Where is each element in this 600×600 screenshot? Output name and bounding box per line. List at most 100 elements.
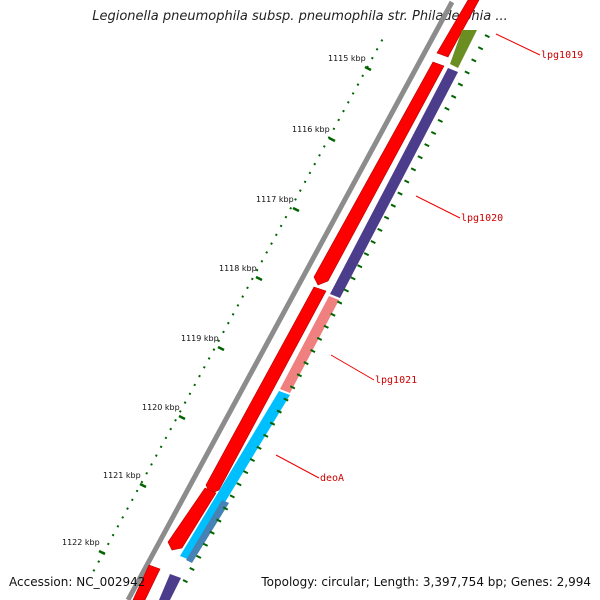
scale-tick: [178, 410, 182, 413]
scale-tick: [346, 100, 350, 104]
cds-forward-2[interactable]: [313, 61, 445, 286]
gene-label-leader: [415, 195, 461, 219]
scale-tick: [269, 421, 276, 426]
major-tick: [98, 549, 106, 556]
cds-forward-5[interactable]: [132, 564, 161, 600]
scale-tick: [361, 74, 365, 78]
scale-tick: [289, 206, 293, 210]
cds-olive[interactable]: [450, 30, 477, 68]
scale-tick: [195, 554, 202, 559]
scale-tick: [342, 109, 345, 113]
scale-tick: [216, 518, 222, 523]
cds-reverse-6[interactable]: [159, 574, 181, 600]
scale-tick: [336, 300, 343, 305]
scale-tick: [370, 239, 376, 245]
cds-forward-3[interactable]: [205, 286, 327, 495]
scale-tick: [222, 506, 229, 511]
scale-tick: [249, 457, 256, 463]
major-tick: [255, 275, 263, 282]
cds-reverse-lpg1021[interactable]: [280, 296, 339, 393]
scale-tick: [193, 383, 197, 387]
scale-tick: [404, 179, 410, 184]
scale-ticks: [92, 34, 490, 584]
accession-label: Accession: NC_002942: [9, 575, 146, 589]
scale-tick: [260, 259, 264, 263]
scale-tick: [174, 418, 177, 422]
scale-tick: [380, 39, 384, 42]
scale-tick: [477, 46, 484, 51]
gene-labels: lpg1019 lpg1020 lpg1021 deoA: [275, 33, 583, 484]
scale-tick: [189, 566, 195, 572]
scale-tick: [140, 480, 144, 484]
scale-tick: [270, 242, 273, 245]
major-tick: [139, 482, 147, 489]
cds-forward-4[interactable]: [167, 487, 217, 551]
scale-label: 1121 kbp: [103, 471, 141, 480]
cds-inner-blue[interactable]: [186, 500, 229, 563]
scale-tick: [283, 397, 289, 402]
scale-tick: [250, 277, 254, 281]
scale-tick: [284, 215, 288, 219]
scale-tick: [209, 530, 215, 535]
scale-tick: [207, 357, 211, 360]
scale-label: 1116 kbp: [292, 125, 330, 134]
scale-tick: [464, 70, 470, 75]
scale-tick: [437, 118, 443, 123]
scale-tick: [471, 58, 477, 63]
genome-backbone: [125, 0, 455, 600]
scale-tick: [397, 191, 403, 196]
gene-label-leader: [275, 454, 320, 479]
scale-tick: [322, 145, 326, 148]
scale-tick: [159, 445, 163, 449]
scale-tick: [279, 224, 283, 228]
scale-tick: [202, 542, 209, 547]
scale-tick: [97, 560, 101, 563]
scale-tick: [169, 427, 173, 431]
scale-tick: [241, 295, 245, 298]
scale-tick: [236, 482, 242, 487]
scale-label: 1117 kbp: [256, 195, 294, 204]
scale-tick: [323, 324, 329, 329]
scale-tick: [183, 401, 187, 404]
scale-tick: [298, 189, 302, 192]
scale-label: 1122 kbp: [62, 538, 100, 547]
scale-tick: [375, 47, 379, 51]
scale-tick: [242, 470, 249, 475]
scale-tick: [424, 143, 430, 148]
scale-tick: [356, 83, 360, 86]
scale-tick: [212, 348, 216, 351]
scale-tick: [145, 471, 149, 475]
scale-tick: [154, 454, 158, 457]
major-tick: [217, 345, 225, 352]
reverse-strand-track: [159, 68, 458, 600]
scale-label: 1120 kbp: [142, 403, 180, 412]
scale-tick: [370, 56, 374, 60]
major-tick: [364, 65, 372, 72]
scale-tick: [313, 162, 317, 166]
scale-tick: [198, 374, 201, 378]
gene-label-leader: [330, 354, 375, 381]
scale-tick: [126, 507, 129, 510]
gene-label: deoA: [320, 473, 344, 484]
major-tick: [328, 136, 336, 143]
scale-tick: [308, 171, 312, 175]
cds-reverse-lpg1020[interactable]: [330, 68, 458, 298]
scale-tick: [484, 34, 490, 39]
scale-tick: [444, 106, 450, 111]
scale-tick: [457, 82, 464, 87]
scale-tick: [337, 118, 341, 122]
scale-tick: [217, 339, 221, 343]
scale-tick: [363, 252, 370, 257]
scale-tick: [430, 130, 437, 136]
scale-tick: [229, 494, 235, 499]
scale-tick: [330, 312, 336, 317]
scale-tick: [164, 436, 168, 440]
cds-reverse-deoA[interactable]: [180, 391, 290, 560]
scale-label: 1119 kbp: [181, 334, 219, 343]
map-title: Legionella pneumophila subsp. pneumophil…: [92, 9, 508, 24]
cds-forward-1[interactable]: [436, 0, 480, 58]
scale-tick: [417, 155, 423, 160]
scale-tick: [202, 365, 206, 369]
scale-tick: [135, 489, 139, 493]
